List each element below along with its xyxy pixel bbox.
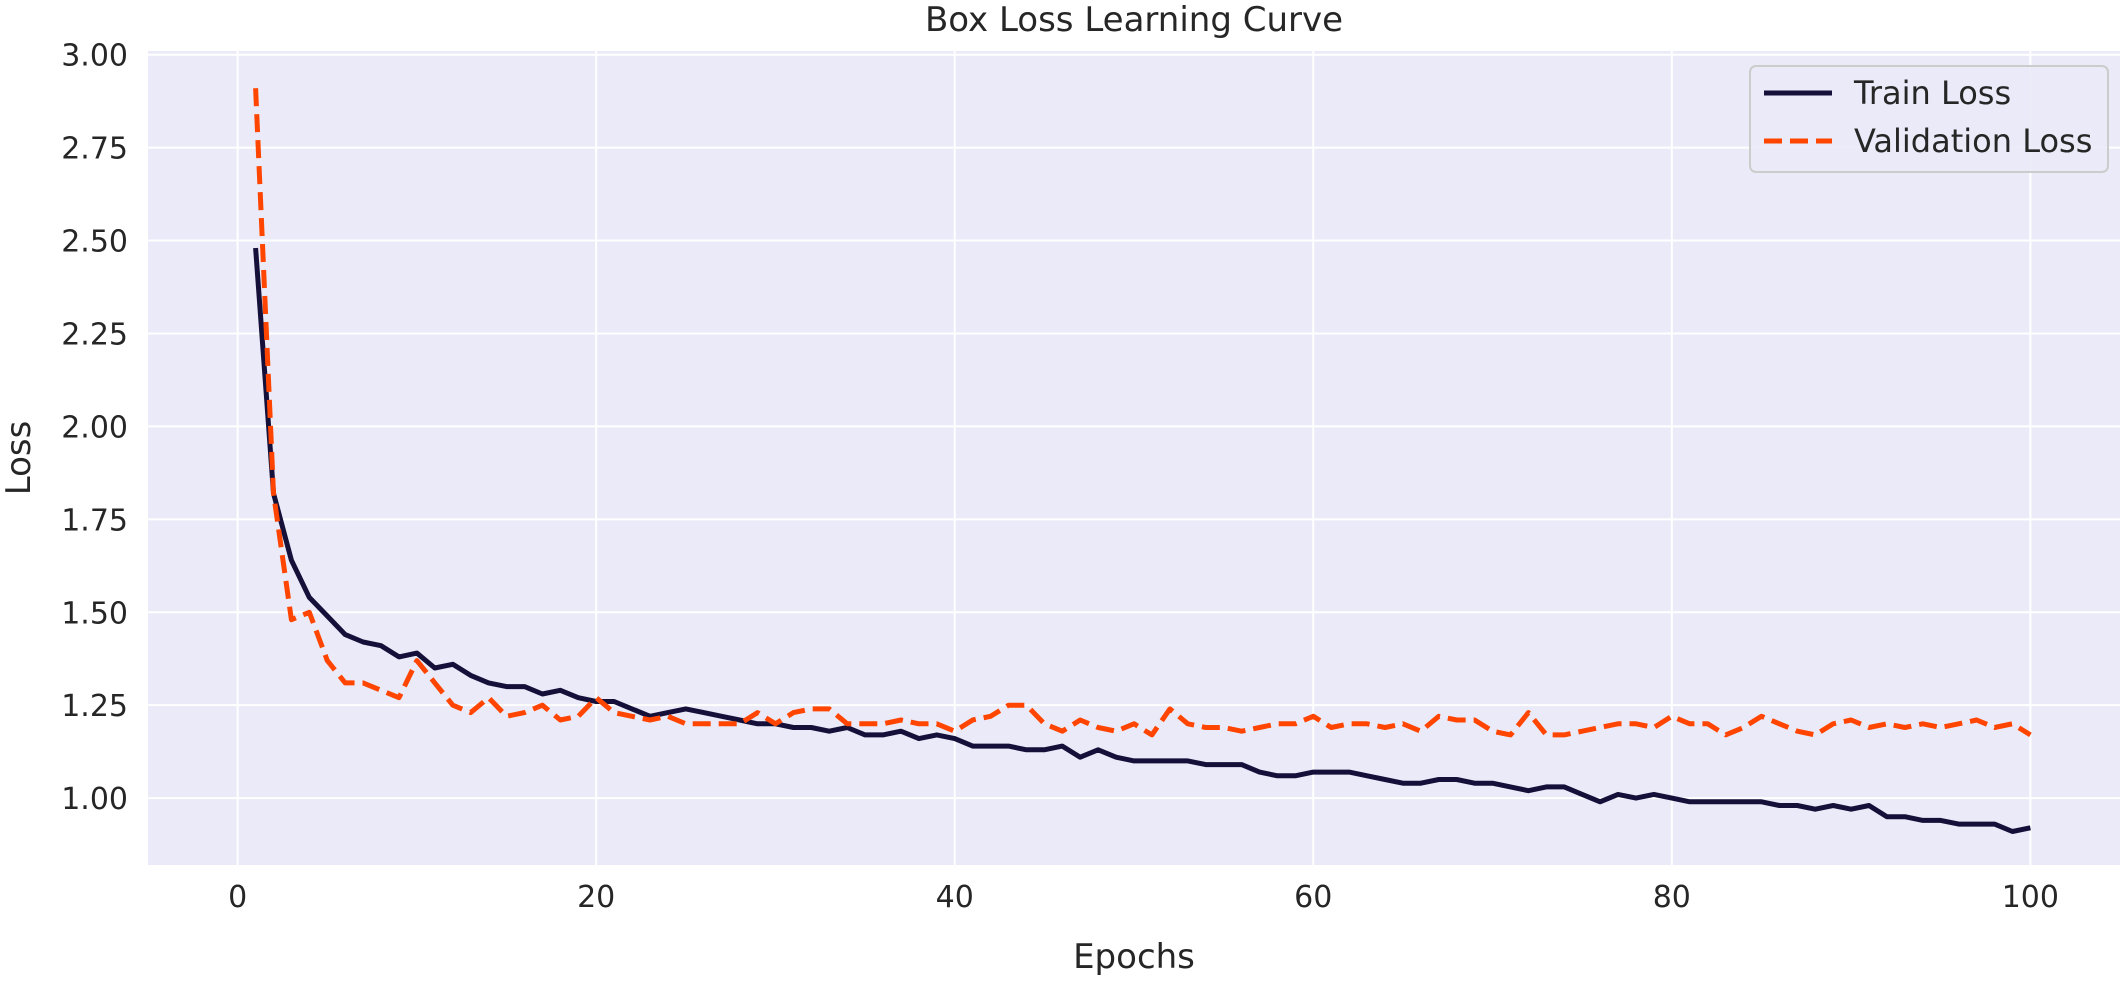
y-tick-label: 2.50 [61, 225, 128, 260]
x-tick-label: 40 [936, 880, 974, 915]
y-tick-label: 1.25 [61, 689, 128, 724]
x-tick-label: 100 [2002, 880, 2059, 915]
series-group [253, 88, 2032, 834]
x-tick-label: 0 [228, 880, 247, 915]
y-tick-label: 2.00 [61, 410, 128, 445]
y-tick-labels: 1.00 1.25 1.50 1.75 2.00 2.25 2.50 2.75 3.00 [61, 39, 128, 817]
x-axis-label: Epochs [1073, 937, 1195, 977]
legend: Train Loss Validation Loss [1749, 65, 2109, 173]
y-tick-label: 1.75 [61, 503, 128, 538]
y-tick-label: 2.25 [61, 317, 128, 352]
y-tick-label: 1.00 [61, 782, 128, 817]
plot-background [148, 51, 2120, 865]
x-tick-labels: 0 20 40 60 80 100 [228, 880, 2059, 915]
x-tick-label: 80 [1653, 880, 1691, 915]
chart-title: Box Loss Learning Curve [925, 0, 1343, 40]
y-tick-label: 2.75 [61, 132, 128, 167]
legend-label-train-loss: Train Loss [1853, 74, 2011, 112]
x-tick-label: 60 [1294, 880, 1332, 915]
x-tick-label: 20 [577, 880, 615, 915]
series-line-validation-loss [253, 88, 2032, 738]
y-axis-label: Loss [0, 421, 39, 496]
legend-label-validation-loss: Validation Loss [1854, 122, 2092, 160]
y-tick-label: 3.00 [61, 39, 128, 74]
series-line-train-loss [253, 247, 2031, 834]
legend-box [1749, 65, 2109, 173]
y-tick-label: 1.50 [61, 596, 128, 631]
